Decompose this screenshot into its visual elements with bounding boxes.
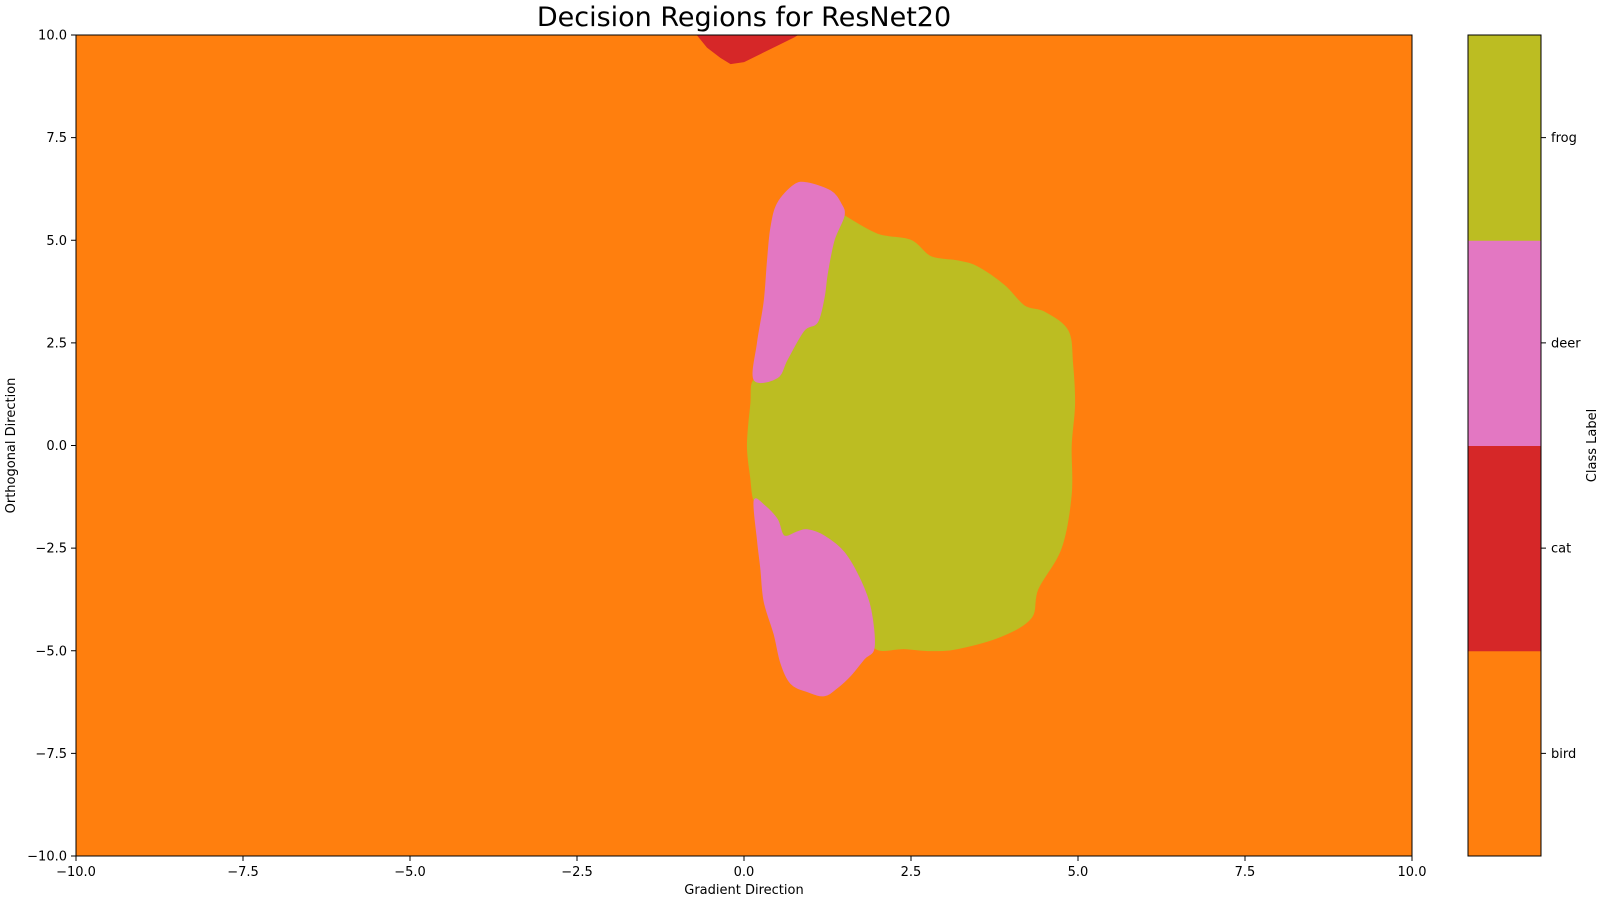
region-background-bird: [76, 35, 1412, 856]
colorbar-segment-frog: [1468, 35, 1541, 241]
colorbar-segment-bird: [1468, 650, 1541, 857]
y-tick-label: 7.5: [46, 131, 67, 146]
colorbar-segment-deer: [1468, 240, 1541, 446]
colorbar-label: Class Label: [1585, 409, 1600, 482]
y-tick-label: 5.0: [46, 234, 67, 249]
x-axis: −10.0 −7.5 −5.0 −2.5 0.0 2.5 5.0 7.5 10.0: [56, 856, 1426, 880]
colorbar-tick-label: bird: [1551, 747, 1576, 762]
y-tick-label: −5.0: [35, 644, 67, 659]
colorbar-tick-label: frog: [1551, 131, 1577, 146]
y-tick-label: −2.5: [35, 542, 67, 557]
x-tick-label: −10.0: [56, 865, 96, 880]
colorbar-tick-label: deer: [1551, 336, 1581, 351]
x-axis-label: Gradient Direction: [684, 883, 803, 898]
region-deer-3: [753, 498, 875, 697]
x-tick-label: 2.5: [901, 865, 922, 880]
y-tick-label: −7.5: [35, 747, 67, 762]
plot-area: [75, 34, 1413, 857]
decision-regions: [696, 35, 1076, 697]
y-tick-label: 0.0: [46, 439, 67, 454]
x-tick-label: −5.0: [394, 865, 426, 880]
x-tick-label: 10.0: [1398, 865, 1427, 880]
y-tick-label: 2.5: [46, 336, 67, 351]
colorbar-segment-cat: [1468, 445, 1541, 652]
y-tick-label: −10.0: [27, 850, 67, 865]
y-axis: −10.0 −7.5 −5.0 −2.5 0.0 2.5 5.0 7.5 10.0: [27, 29, 76, 865]
region-cat-0: [696, 35, 799, 65]
y-tick-label: 10.0: [38, 29, 67, 44]
chart-title: Decision Regions for ResNet20: [537, 2, 951, 33]
colorbar-tick-label: cat: [1551, 542, 1571, 557]
x-tick-label: 0.0: [734, 865, 755, 880]
region-deer-2: [752, 181, 845, 384]
y-axis-label: Orthogonal Direction: [4, 378, 19, 514]
x-tick-label: −2.5: [561, 865, 593, 880]
colorbar-frame: [1467, 34, 1542, 857]
x-tick-label: 5.0: [1068, 865, 1089, 880]
x-tick-label: −7.5: [227, 865, 259, 880]
colorbar: bird cat deer frog: [1467, 34, 1581, 857]
x-tick-label: 7.5: [1235, 865, 1256, 880]
